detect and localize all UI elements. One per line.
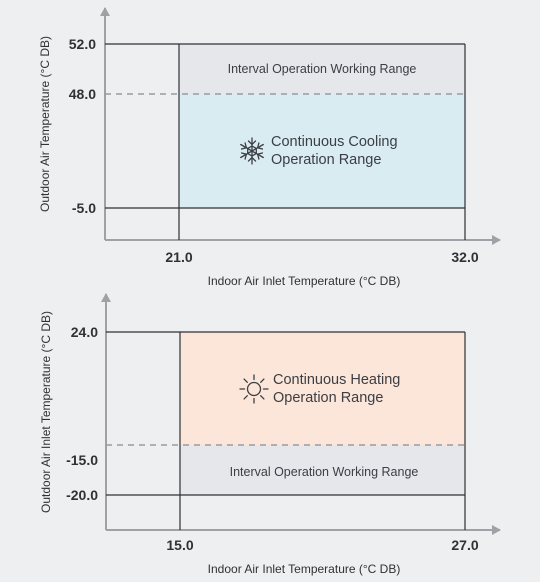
heating-diagram: 24.0 -15.0 -20.0 15.0 27.0 Indoor Air In…: [39, 293, 501, 576]
cooling-y-tick-minus5: -5.0: [72, 200, 96, 216]
cooling-interval-label: Interval Operation Working Range: [228, 62, 417, 76]
heating-y-tick-24: 24.0: [71, 324, 98, 340]
heating-continuous-label-line2: Operation Range: [273, 390, 383, 406]
sun-icon: [239, 374, 269, 404]
heating-y-tick-minus15: -15.0: [66, 452, 98, 468]
cooling-continuous-label-line2: Operation Range: [271, 152, 381, 168]
heating-y-tick-minus20: -20.0: [66, 487, 98, 503]
heating-x-tick-27: 27.0: [451, 537, 478, 553]
cooling-diagram: 52.0 48.0 -5.0 21.0 32.0 Indoor Air Inle…: [38, 7, 501, 288]
heating-interval-region: [180, 445, 465, 495]
cooling-continuous-region: [179, 94, 465, 208]
cooling-y-axis-title: Outdoor Air Temperature (°C DB): [38, 36, 52, 212]
heating-continuous-region: [180, 332, 465, 445]
cooling-interval-region: [179, 44, 465, 94]
cooling-y-tick-48: 48.0: [69, 86, 96, 102]
cooling-continuous-label-line1: Continuous Cooling: [271, 134, 398, 150]
heating-interval-label: Interval Operation Working Range: [230, 465, 419, 479]
cooling-x-axis-title: Indoor Air Inlet Temperature (°C DB): [208, 274, 401, 288]
heating-x-tick-15: 15.0: [166, 537, 193, 553]
cooling-x-tick-32: 32.0: [451, 249, 478, 265]
heating-x-axis-title: Indoor Air Inlet Temperature (°C DB): [208, 562, 401, 576]
heating-y-axis-title: Outdoor Air Inlet Temperature (°C DB): [39, 311, 53, 513]
snowflake-icon: [240, 137, 264, 165]
cooling-x-tick-21: 21.0: [165, 249, 192, 265]
heating-continuous-label-line1: Continuous Heating: [273, 372, 400, 388]
cooling-y-tick-52: 52.0: [69, 36, 96, 52]
